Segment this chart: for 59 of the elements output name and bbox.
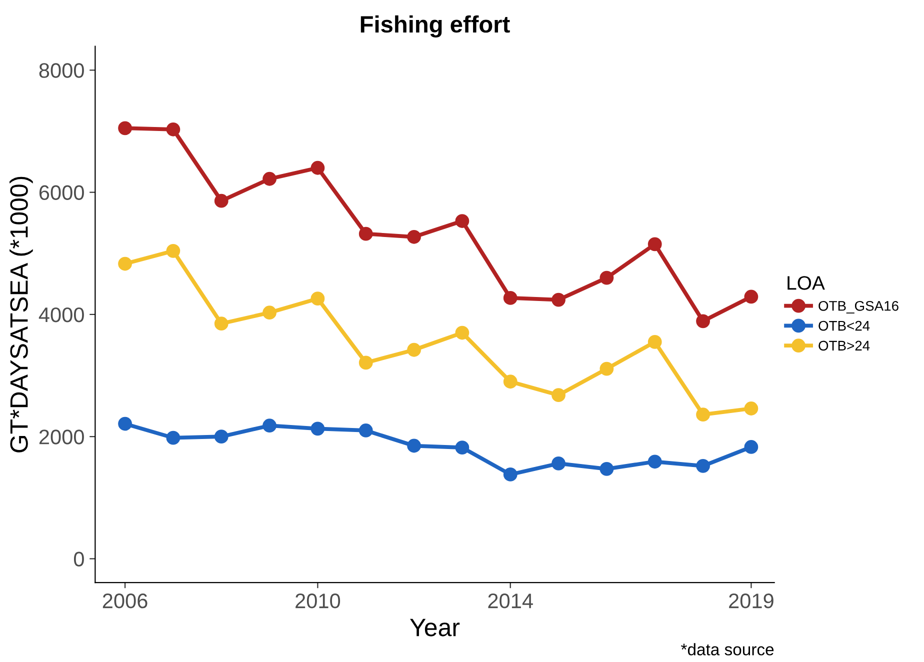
- legend-title: LOA: [788, 276, 825, 290]
- point: [455, 326, 470, 340]
- y-tick-label: 8000: [39, 63, 84, 78]
- point: [166, 244, 180, 258]
- legend-label: OTB>24: [818, 340, 870, 351]
- point: [600, 270, 614, 285]
- point: [648, 454, 662, 469]
- point: [118, 121, 132, 136]
- text: *data source: [681, 643, 774, 656]
- point: [214, 430, 228, 444]
- y-axis-title: GT*DAYSATSEA (*1000): [10, 176, 33, 452]
- x-axis-title: Year: [410, 618, 460, 636]
- point: [552, 388, 566, 402]
- point: [407, 230, 421, 244]
- point: [118, 256, 132, 271]
- point: [310, 422, 325, 436]
- y-tick-label: 4000: [38, 307, 84, 322]
- point: [358, 356, 373, 370]
- point: [262, 172, 276, 186]
- point: [407, 438, 421, 453]
- point: [503, 291, 518, 305]
- point: [214, 194, 228, 208]
- legend-label: OTB<24: [818, 320, 870, 331]
- x-tick-label: 2014: [488, 594, 533, 608]
- point: [696, 314, 710, 328]
- point: [407, 342, 421, 357]
- point: [552, 292, 566, 307]
- point: [214, 316, 228, 331]
- point: [600, 462, 614, 476]
- point: [455, 214, 470, 228]
- point: [262, 418, 276, 433]
- point: [696, 458, 710, 473]
- point: [696, 408, 710, 422]
- point: [648, 334, 662, 349]
- point: [744, 290, 758, 304]
- point: [552, 456, 566, 470]
- point: [503, 374, 518, 389]
- legend-label: OTB_GSA16: [818, 300, 898, 314]
- point: [600, 362, 614, 376]
- y-tick-label: 6000: [39, 185, 84, 200]
- y-tick-label: 2000: [39, 430, 84, 444]
- point: [118, 416, 132, 431]
- chart-title: Fishing effort: [360, 15, 510, 38]
- point: [166, 430, 180, 445]
- point: [358, 226, 373, 241]
- point: [310, 160, 325, 175]
- point: [648, 237, 662, 252]
- y-tick-label: 0: [74, 552, 84, 566]
- point: [262, 306, 276, 320]
- x-tick-label: 2010: [296, 594, 340, 608]
- point: [744, 440, 758, 454]
- point: [310, 292, 325, 306]
- x-tick-label: 2006: [102, 594, 148, 608]
- point: [166, 122, 180, 136]
- x-tick-label: 2019: [729, 594, 774, 608]
- point: [358, 424, 373, 438]
- point: [744, 402, 758, 416]
- point: [503, 468, 518, 482]
- point: [455, 440, 470, 455]
